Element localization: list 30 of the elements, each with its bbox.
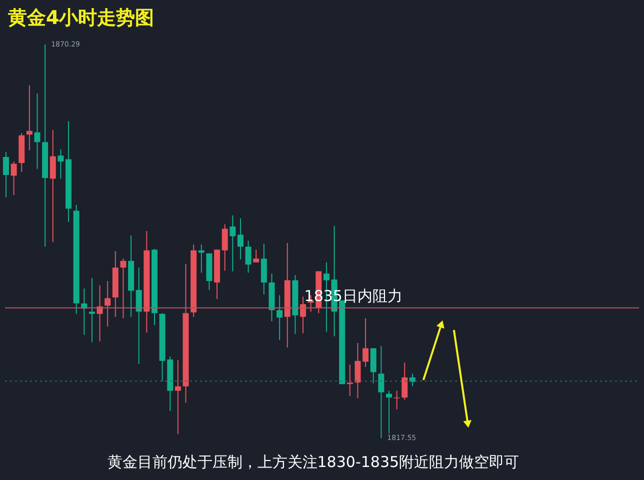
candlestick [58, 149, 64, 180]
candlestick [276, 294, 283, 341]
candlestick [402, 362, 408, 400]
candlestick [10, 161, 17, 196]
candlestick [230, 214, 236, 272]
candlestick [386, 390, 392, 434]
candlestick [362, 318, 369, 368]
candlestick [88, 278, 95, 343]
candlestick [136, 267, 142, 364]
candlestick [222, 224, 228, 272]
candlestick [50, 130, 56, 243]
candlestick [245, 240, 252, 274]
candlestick [237, 218, 244, 260]
candlestick [346, 364, 353, 397]
candlestick [120, 258, 126, 319]
candlestick [104, 280, 111, 328]
candlestick [300, 296, 306, 334]
candlestick [370, 348, 376, 384]
candlestick [409, 373, 416, 387]
candlestick [354, 342, 361, 399]
candlestick [260, 243, 267, 295]
candlestick [378, 346, 384, 439]
chart-title: 黄金4小时走势图 [7, 7, 154, 29]
candlestick [174, 360, 181, 435]
candlestick [253, 249, 260, 263]
candlestick [394, 390, 400, 410]
text: 黄金目前仍处于压制，上方关注1830-1835附近阻力做空即可 [107, 453, 520, 471]
candlestick [26, 84, 32, 151]
candlestick [34, 93, 40, 170]
candlestick [2, 151, 9, 198]
